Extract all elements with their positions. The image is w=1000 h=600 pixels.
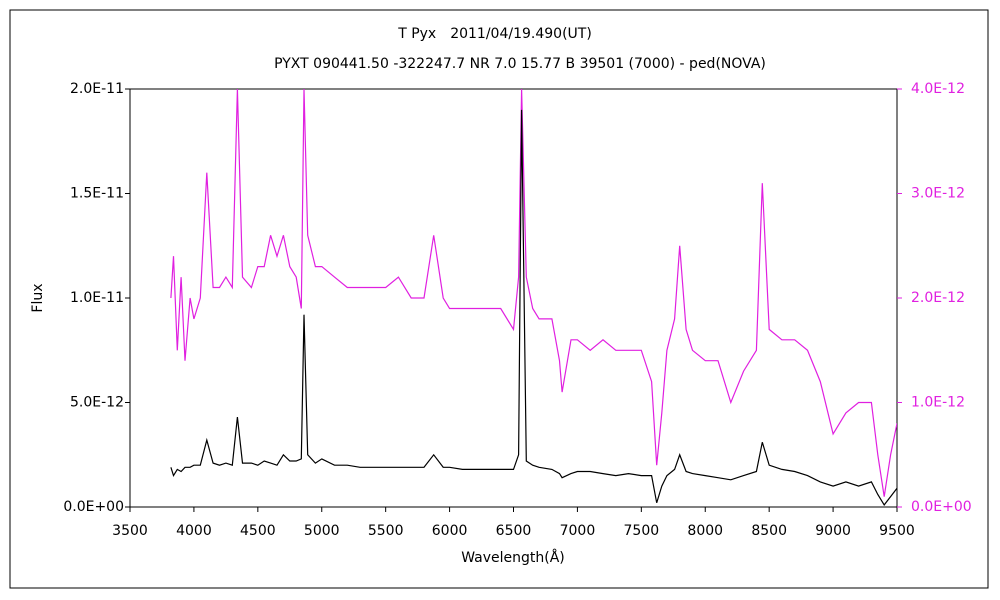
y2-tick-label: 4.0E-12 [911, 81, 965, 97]
x-tick-label: 8000 [687, 523, 723, 539]
y-tick-label: 0.0E+00 [63, 499, 124, 515]
chart-title: T Pyx 2011/04/19.490(UT) [397, 26, 592, 42]
x-tick-label: 8500 [751, 523, 787, 539]
x-tick-label: 7500 [624, 523, 660, 539]
x-tick-label: 9000 [815, 523, 851, 539]
y2-tick-label: 0.0E+00 [911, 499, 972, 515]
y-axis-label: Flux [30, 283, 46, 312]
spectrum-line [170, 89, 897, 497]
y-tick-label: 1.0E-11 [70, 290, 124, 306]
y2-tick-label: 1.0E-12 [911, 395, 965, 411]
y2-tick-label: 3.0E-12 [911, 186, 965, 202]
x-tick-label: 9500 [879, 523, 915, 539]
x-tick-label: 3500 [112, 523, 148, 539]
frame [9, 9, 989, 589]
chart-subtitle: PYXT 090441.50 -322247.7 NR 7.0 15.77 B … [274, 56, 766, 72]
x-tick-label: 7000 [560, 523, 596, 539]
x-tick-label: 4000 [176, 523, 212, 539]
y-tick-label: 5.0E-12 [70, 395, 124, 411]
y-tick-label: 1.5E-11 [70, 186, 124, 202]
x-tick-label: 5500 [368, 523, 404, 539]
spectrum-line [170, 109, 897, 506]
x-axis-label: Wavelength(Å) [461, 549, 565, 566]
x-tick-label: 6000 [432, 523, 468, 539]
y-tick-label: 2.0E-11 [70, 81, 124, 97]
y2-tick-label: 2.0E-12 [911, 290, 965, 306]
x-tick-label: 4500 [240, 523, 276, 539]
x-tick-label: 6500 [496, 523, 532, 539]
x-tick-label: 5000 [304, 523, 340, 539]
